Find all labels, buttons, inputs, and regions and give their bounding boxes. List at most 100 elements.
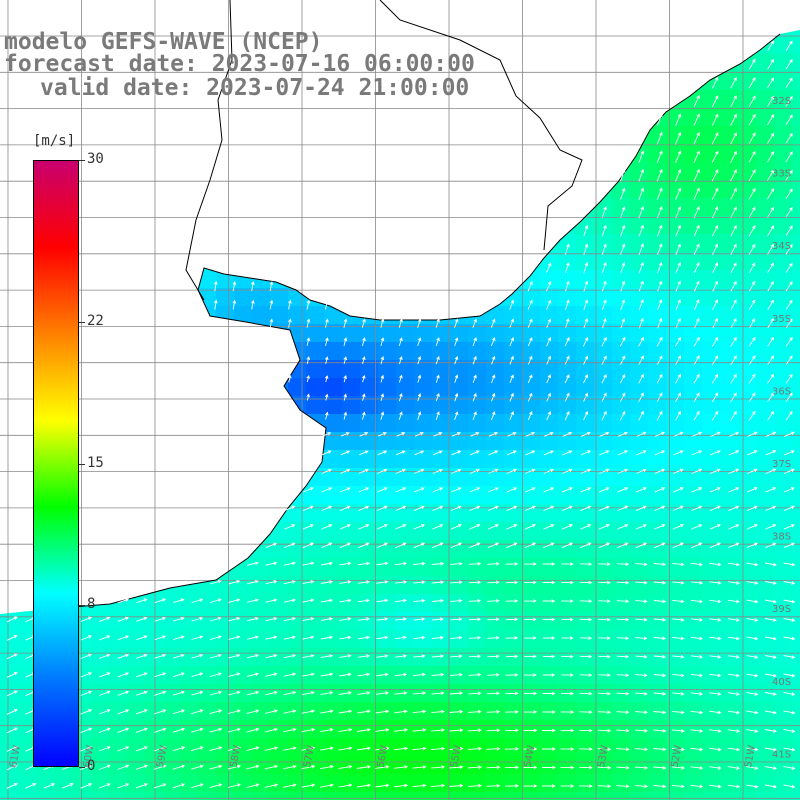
wind-arrow [394, 709, 408, 714]
wind-arrow [472, 318, 477, 328]
wind-speed-cell [594, 252, 613, 271]
wind-arrow [487, 617, 500, 622]
wind-speed-cell [630, 180, 649, 199]
wind-arrow [693, 95, 700, 108]
wind-speed-cell [558, 522, 577, 541]
wind-arrow [560, 747, 575, 751]
wind-speed-cell [522, 630, 541, 649]
wind-speed-cell [648, 378, 667, 397]
wind-speed-cell [126, 666, 145, 685]
grid-labels: 61W 60W 59W 58W 57W 56W 55W 54W 53W 52W 51W32S33S3… [8, 96, 791, 769]
wind-arrow [748, 355, 756, 366]
wind-arrow [413, 580, 426, 584]
wind-speed-cell [666, 666, 685, 685]
wind-arrow [504, 765, 520, 770]
wind-arrow [467, 783, 482, 788]
wind-speed-cell [756, 738, 775, 757]
wind-arrow [690, 655, 703, 659]
wind-arrow [672, 618, 685, 622]
wind-arrow [765, 655, 777, 659]
wind-speed-cell [720, 432, 739, 451]
wind-arrow [523, 710, 538, 714]
wind-arrow [785, 281, 793, 292]
wind-speed-cell [396, 612, 415, 631]
wind-arrow [767, 151, 775, 163]
colorbar-tick-mark [79, 160, 85, 161]
wind-arrow [361, 374, 366, 383]
wind-speed-cell [486, 450, 505, 469]
wind-arrow [357, 635, 370, 640]
wind-speed-cell [612, 360, 631, 379]
wind-arrow [656, 168, 663, 182]
wind-arrow [435, 392, 440, 402]
wind-speed-cell [558, 486, 577, 505]
wind-speed-cell [234, 738, 253, 757]
wind-speed-cell [378, 396, 397, 415]
wind-arrow [430, 765, 446, 769]
wind-speed-cell [324, 738, 343, 757]
wind-speed-cell [396, 648, 415, 667]
wind-arrow [154, 653, 167, 659]
wind-speed-cell [540, 432, 559, 451]
wind-speed-cell [558, 558, 577, 577]
wind-arrow [324, 299, 329, 310]
wind-arrow [117, 653, 130, 659]
wind-speed-cell [540, 648, 559, 667]
wind-arrow [412, 783, 427, 788]
wind-speed-cell [702, 468, 721, 487]
wind-arrow [730, 150, 737, 163]
wind-speed-cell [234, 306, 253, 325]
wind-speed-cell [792, 522, 800, 541]
wind-arrow [283, 690, 297, 696]
wind-arrow [154, 598, 167, 604]
wind-arrow [657, 262, 663, 274]
wind-speed-cell [252, 666, 271, 685]
wind-arrow [343, 411, 348, 420]
wind-speed-cell [558, 576, 577, 595]
wind-arrow [325, 318, 329, 328]
wind-speed-cell [630, 702, 649, 721]
wind-speed-cell [684, 792, 703, 800]
wind-speed-cell [720, 108, 739, 127]
wind-arrow [523, 728, 538, 733]
wind-arrow [525, 468, 536, 474]
wind-speed-cell [468, 702, 487, 721]
colorbar-tick-label: 30 [87, 151, 104, 167]
wind-speed-cell [720, 594, 739, 613]
wind-speed-cell [612, 234, 631, 253]
wind-speed-cell [792, 342, 800, 361]
wind-arrow [693, 299, 700, 311]
wind-speed-cell [648, 414, 667, 433]
wind-speed-cell [144, 774, 163, 793]
wind-speed-cell [396, 468, 415, 487]
wind-arrow [561, 562, 574, 566]
wind-speed-cell [684, 144, 703, 163]
wind-arrow [414, 432, 424, 437]
wind-speed-cell [216, 702, 235, 721]
wind-speed-cell [504, 414, 523, 433]
wind-arrow [730, 113, 737, 126]
wind-arrow [358, 524, 370, 530]
wind-speed-cell [558, 756, 577, 775]
wind-arrow [432, 468, 443, 474]
wind-speed-cell [18, 738, 37, 757]
wind-speed-cell [648, 468, 667, 487]
wind-arrow [636, 468, 647, 474]
wind-speed-cell [306, 342, 325, 361]
wind-speed-cell [648, 756, 667, 775]
wind-speed-cell [486, 756, 505, 775]
wind-speed-cell [144, 756, 163, 775]
wind-arrow [524, 562, 537, 566]
wind-arrow [288, 318, 292, 328]
wind-speed-cell [108, 774, 127, 793]
wind-arrow [209, 746, 223, 752]
wind-arrow [690, 784, 704, 789]
wind-speed-cell [198, 720, 217, 739]
wind-speed-cell [576, 306, 595, 325]
wind-speed-cell [270, 648, 289, 667]
wind-arrow [542, 784, 556, 788]
wind-speed-cell [540, 360, 559, 379]
colorbar-unit: [m/s] [33, 133, 76, 149]
wind-arrow [672, 562, 685, 567]
wind-speed-cell [432, 756, 451, 775]
